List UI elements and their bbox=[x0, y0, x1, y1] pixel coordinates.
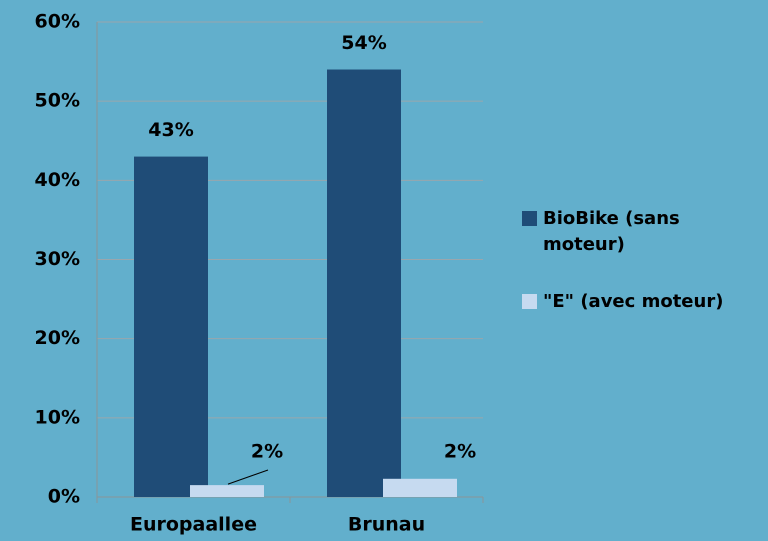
leader-line bbox=[227, 469, 269, 485]
bar bbox=[190, 485, 264, 497]
y-tick-label: 10% bbox=[35, 406, 80, 428]
data-label: 54% bbox=[341, 32, 386, 54]
legend-label: BioBike (sans moteur) bbox=[543, 208, 680, 255]
y-tick-label: 20% bbox=[35, 327, 80, 349]
y-tick-label: 50% bbox=[35, 90, 80, 112]
x-tick-label: Brunau bbox=[348, 514, 425, 536]
legend-label: "E" (avec moteur) bbox=[543, 291, 724, 312]
bar bbox=[383, 478, 457, 497]
bar bbox=[134, 156, 208, 498]
y-tick-label: 0% bbox=[48, 486, 80, 508]
bar bbox=[327, 69, 401, 497]
data-label: 2% bbox=[251, 441, 283, 463]
y-tick-label: 60% bbox=[35, 11, 80, 33]
data-label: 2% bbox=[444, 441, 476, 463]
legend-swatch bbox=[522, 211, 537, 226]
legend-swatch bbox=[522, 294, 537, 309]
data-label: 43% bbox=[148, 119, 193, 141]
legend-item: BioBike (sans moteur) bbox=[522, 206, 762, 258]
y-tick-label: 30% bbox=[35, 248, 80, 270]
legend-item: "E" (avec moteur) bbox=[522, 289, 762, 315]
y-tick-label: 40% bbox=[35, 169, 80, 191]
x-tick-label: Europaallee bbox=[130, 514, 257, 536]
